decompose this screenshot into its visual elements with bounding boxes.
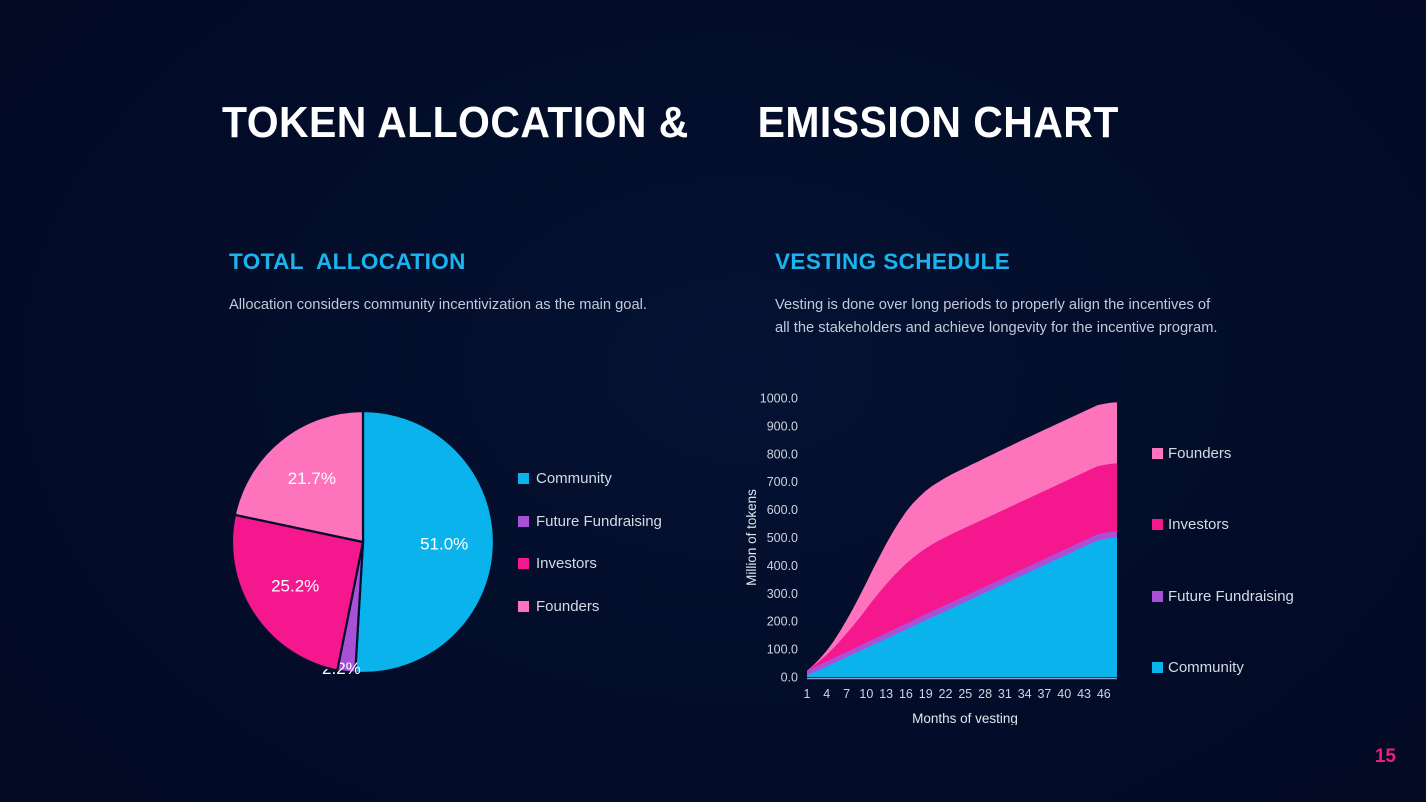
total-allocation-body: Allocation considers community incentivi… [229, 297, 647, 313]
y-axis-tick-label: 300.0 [767, 587, 798, 601]
pie-value-label: 25.2% [271, 577, 319, 596]
area-legend-item-future-fundraising[interactable]: Future Fundraising [1152, 588, 1294, 605]
legend-swatch-icon [1152, 662, 1163, 673]
title-part-2: EMISSION CHART [757, 98, 1119, 147]
pie-slice-community [354, 409, 495, 675]
x-axis-tick-label: 13 [879, 687, 893, 701]
area-legend: Founders Investors Future Fundraising Commu… [1152, 440, 1362, 690]
x-axis-tick-label: 28 [978, 687, 992, 701]
pie-legend-item-investors[interactable]: Investors [518, 555, 597, 572]
pie-svg: 51.0%2.2%25.2%21.7% [230, 409, 495, 678]
legend-swatch-icon [518, 515, 529, 527]
x-axis-tick-label: 4 [823, 687, 830, 701]
legend-swatch-icon [518, 600, 529, 612]
x-axis-tick-label: 22 [939, 687, 953, 701]
y-axis-tick-label: 400.0 [767, 559, 798, 573]
title-part-1: TOKEN ALLOCATION & [222, 98, 689, 147]
x-axis-title: Months of vesting [912, 711, 1018, 725]
y-axis-tick-label: 0.0 [781, 671, 798, 685]
x-axis-tick-label: 10 [859, 687, 873, 701]
total-allocation-heading: TOTAL ALLOCATION [229, 249, 466, 274]
legend-swatch-icon [518, 558, 529, 569]
page-title: TOKEN ALLOCATION & EMISSION CHART [222, 98, 1119, 148]
y-axis-tick-label: 700.0 [767, 475, 798, 489]
vesting-schedule-heading: VESTING SCHEDULE [775, 249, 1011, 274]
area-legend-label: Community [1168, 659, 1244, 676]
y-axis-tick-label: 900.0 [767, 419, 798, 433]
legend-swatch-icon [1152, 591, 1163, 602]
area-svg: 0.0 100.0 200.0 300.0 400.0 500.0 600.0 700.0 80… [744, 392, 1117, 725]
vesting-area-chart: 0.0 100.0 200.0 300.0 400.0 500.0 600.0 700.0 80… [742, 385, 1142, 725]
area-legend-label: Future Fundraising [1168, 588, 1294, 605]
x-axis-tick-label: 19 [919, 687, 933, 701]
pie-legend-label: Founders [536, 597, 600, 615]
y-axis-tick-label: 600.0 [767, 503, 798, 517]
allocation-pie-chart: 51.0% 2.2% 25.2% 21.7% [228, 400, 503, 686]
y-axis-tick-label: 200.0 [767, 615, 798, 629]
pie-legend-label: Future Fundraising [536, 512, 662, 530]
x-axis-tick-label: 46 [1097, 687, 1111, 701]
area-legend-item-community[interactable]: Community [1152, 659, 1244, 676]
x-axis-tick-label: 7 [843, 687, 850, 701]
pie-legend-item-founders[interactable]: Founders [518, 598, 599, 615]
pie-legend-item-community[interactable]: Community [518, 470, 612, 487]
pie-legend: Community Future Fundraising Investors Foun… [518, 470, 708, 640]
y-axis-tick-label: 800.0 [767, 447, 798, 461]
pie-legend-item-future-fundraising[interactable]: Future Fundraising [518, 513, 662, 530]
pie-legend-label: Investors [536, 555, 597, 572]
pie-legend-label: Community [536, 470, 612, 487]
x-axis-tick-label: 34 [1018, 687, 1032, 701]
x-axis-tick-label: 16 [899, 687, 913, 701]
pie-slice-investors [230, 513, 365, 672]
pie-value-label: 21.7% [288, 469, 336, 488]
area-band-community [807, 537, 1117, 677]
x-axis-tick-label: 40 [1057, 687, 1071, 701]
legend-swatch-icon [1152, 448, 1163, 459]
y-axis-tick-label: 1000.0 [760, 392, 798, 406]
y-axis-title: Million of tokens [744, 489, 759, 586]
page-number: 15 [1374, 746, 1396, 767]
area-legend-label: Founders [1168, 445, 1232, 462]
pie-value-label: 51.0% [420, 534, 468, 553]
area-legend-item-founders[interactable]: Founders [1152, 445, 1231, 462]
x-axis-tick-label: 31 [998, 687, 1012, 701]
area-legend-label: Investors [1168, 516, 1229, 533]
legend-swatch-icon [518, 473, 529, 484]
area-legend-item-investors[interactable]: Investors [1152, 516, 1229, 533]
vesting-schedule-body: Vesting is done over long periods to pro… [775, 297, 1218, 336]
x-axis-tick-label: 25 [958, 687, 972, 701]
x-axis-tick-label: 1 [804, 687, 811, 701]
x-axis-tick-label: 37 [1037, 687, 1051, 701]
y-axis-tick-label: 500.0 [767, 531, 798, 545]
y-axis-tick-label: 100.0 [767, 643, 798, 657]
pie-slice-founders [233, 409, 365, 544]
x-axis-tick-label: 43 [1077, 687, 1091, 701]
legend-swatch-icon [1152, 519, 1163, 530]
